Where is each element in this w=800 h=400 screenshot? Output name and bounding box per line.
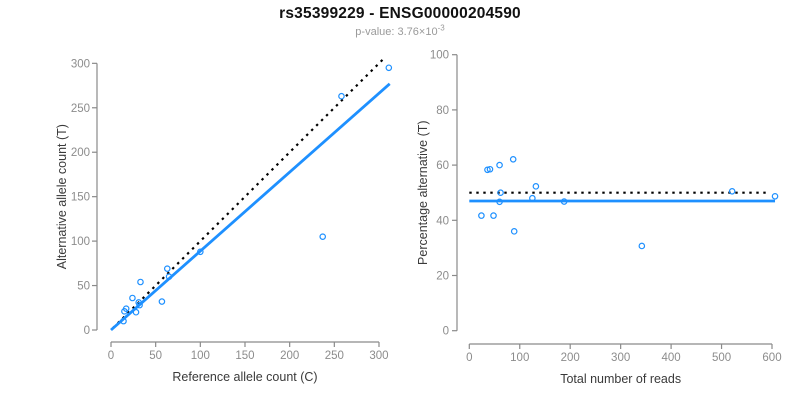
data-point xyxy=(490,212,497,219)
data-point xyxy=(509,156,517,163)
y-tick-label: 0 xyxy=(84,325,90,337)
fit-line xyxy=(110,82,391,332)
p-value-text: p-value: 3.76×10 xyxy=(355,26,438,38)
y-tick-label: 300 xyxy=(71,58,90,70)
data-point xyxy=(129,294,136,302)
x-tick-label: 300 xyxy=(611,352,630,364)
x-tick-label: 100 xyxy=(191,350,210,362)
figure-title: rs35399229 - ENSG00000204590 xyxy=(279,5,521,22)
y-tick-label: 80 xyxy=(436,105,449,117)
data-point xyxy=(385,64,393,72)
data-point xyxy=(319,233,327,240)
y-tick-label: 20 xyxy=(436,271,449,283)
data-point xyxy=(132,308,140,316)
x-tick-label: 500 xyxy=(712,352,731,364)
y-tick-label: 250 xyxy=(71,103,90,115)
data-point xyxy=(137,278,144,286)
x-tick-label: 300 xyxy=(369,350,388,362)
data-point xyxy=(136,301,143,309)
x-tick-label: 50 xyxy=(149,350,162,362)
y-axis-title: Alternative allele count (T) xyxy=(55,124,69,269)
y-axis-title: Percentage alternative (T) xyxy=(416,120,430,265)
x-tick-label: 200 xyxy=(561,352,580,364)
y-tick-label: 100 xyxy=(71,236,90,248)
y-tick-label: 60 xyxy=(436,160,449,172)
y-tick-label: 40 xyxy=(436,215,449,227)
data-point xyxy=(338,92,345,100)
p-value-exponent: -3 xyxy=(437,23,445,33)
data-point xyxy=(484,166,491,174)
data-point xyxy=(158,298,166,305)
data-point xyxy=(478,212,485,219)
y-tick-label: 100 xyxy=(430,50,449,62)
y-tick-label: 50 xyxy=(77,281,90,293)
data-point xyxy=(496,198,503,206)
data-point xyxy=(197,248,204,256)
x-axis-title: Reference allele count (C) xyxy=(172,370,317,384)
x-tick-label: 100 xyxy=(510,352,529,364)
x-tick-label: 150 xyxy=(235,350,254,362)
data-point xyxy=(486,165,494,173)
data-point xyxy=(529,194,536,202)
x-tick-label: 0 xyxy=(466,352,472,364)
figure-subtitle: p-value: 3.76×10-3 xyxy=(0,23,800,38)
y-tick-label: 0 xyxy=(443,326,449,338)
right-scatter-plot: 0 100 200 300 400 500 600 0 20 40 60 80 100 Total num… xyxy=(416,50,782,386)
data-point xyxy=(165,273,173,280)
x-tick-label: 250 xyxy=(325,350,344,362)
data-point xyxy=(728,188,736,195)
x-tick-label: 600 xyxy=(762,352,781,364)
data-point xyxy=(163,265,171,272)
data-point xyxy=(121,308,128,315)
data-point xyxy=(638,242,646,250)
figure-header: rs35399229 - ENSG00000204590 p-value: 3.… xyxy=(0,5,800,38)
x-tick-label: 200 xyxy=(280,350,299,362)
x-tick-label: 0 xyxy=(108,350,114,362)
data-point xyxy=(532,183,540,190)
data-point xyxy=(497,189,504,197)
x-tick-label: 400 xyxy=(662,352,681,364)
data-point xyxy=(496,161,503,169)
y-tick-label: 200 xyxy=(71,147,90,159)
data-point xyxy=(120,317,127,325)
data-point xyxy=(771,192,779,200)
data-point xyxy=(560,198,568,205)
y-tick-label: 150 xyxy=(71,192,90,204)
identity-line xyxy=(112,56,387,330)
x-axis-title: Total number of reads xyxy=(560,372,681,386)
left-scatter-plot: 0 50 100 150 200 250 300 0 50 100 150 200 250 300 Refe… xyxy=(55,56,393,384)
data-point xyxy=(510,228,518,235)
